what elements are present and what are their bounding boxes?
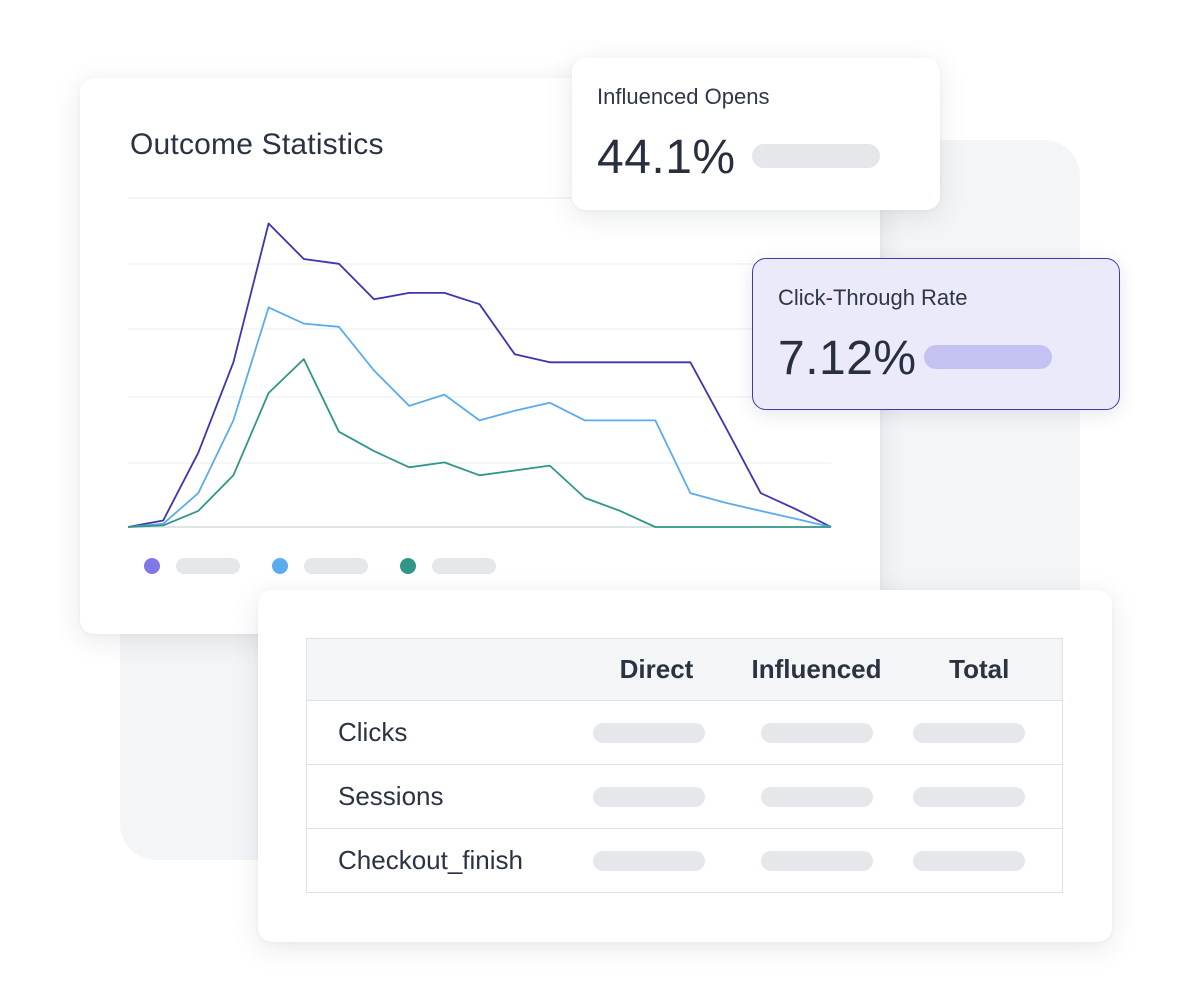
click-through-rate-value: 7.12% <box>778 332 917 385</box>
legend-dot-3 <box>400 558 416 574</box>
click-through-rate-placeholder-bar <box>924 345 1052 369</box>
series-line-3 <box>127 358 831 528</box>
table-row: Checkout_finish <box>306 828 1063 893</box>
chart-title: Outcome Statistics <box>130 128 384 161</box>
legend-dot-1 <box>144 558 160 574</box>
placeholder-bar <box>912 722 1025 743</box>
legend-dot-2 <box>272 558 288 574</box>
series-line-1 <box>127 222 832 528</box>
cell-influenced <box>736 700 897 765</box>
cell-total <box>896 828 1063 893</box>
outcome-line-chart <box>127 197 832 574</box>
header-influenced: Influenced <box>736 638 897 701</box>
cell-direct <box>576 700 737 765</box>
influenced-opens-value: 44.1% <box>597 131 736 184</box>
cell-influenced <box>736 764 897 829</box>
placeholder-bar <box>912 850 1025 871</box>
placeholder-bar <box>760 722 873 743</box>
influenced-opens-placeholder-bar <box>752 144 880 168</box>
series-line-2 <box>127 306 832 528</box>
header-total: Total <box>896 638 1063 701</box>
influenced-opens-card: Influenced Opens 44.1% <box>572 58 940 210</box>
placeholder-bar <box>592 850 705 871</box>
header-direct: Direct <box>576 638 737 701</box>
placeholder-bar <box>760 850 873 871</box>
cell-direct <box>576 764 737 829</box>
table-row: Clicks <box>306 700 1063 765</box>
row-label-clicks: Clicks <box>306 700 577 765</box>
row-label-sessions: Sessions <box>306 764 577 829</box>
placeholder-bar <box>592 722 705 743</box>
cell-influenced <box>736 828 897 893</box>
cell-total <box>896 764 1063 829</box>
legend-label-placeholder-2 <box>304 558 368 574</box>
table-header-row: Direct Influenced Total <box>306 638 1063 701</box>
placeholder-bar <box>592 786 705 807</box>
click-through-rate-label: Click-Through Rate <box>778 285 968 310</box>
table-row: Sessions <box>306 764 1063 829</box>
placeholder-bar <box>760 786 873 807</box>
header-empty <box>306 638 577 701</box>
influenced-opens-label: Influenced Opens <box>597 84 770 109</box>
row-label-checkout-finish: Checkout_finish <box>306 828 577 893</box>
placeholder-bar <box>912 786 1025 807</box>
legend-label-placeholder-3 <box>432 558 496 574</box>
cell-direct <box>576 828 737 893</box>
click-through-rate-card[interactable]: Click-Through Rate 7.12% <box>752 258 1120 410</box>
cell-total <box>896 700 1063 765</box>
outcome-table-card: Direct Influenced Total Clicks Sessions … <box>258 590 1112 942</box>
outcome-table: Direct Influenced Total Clicks Sessions … <box>306 638 1063 893</box>
legend-label-placeholder-1 <box>176 558 240 574</box>
